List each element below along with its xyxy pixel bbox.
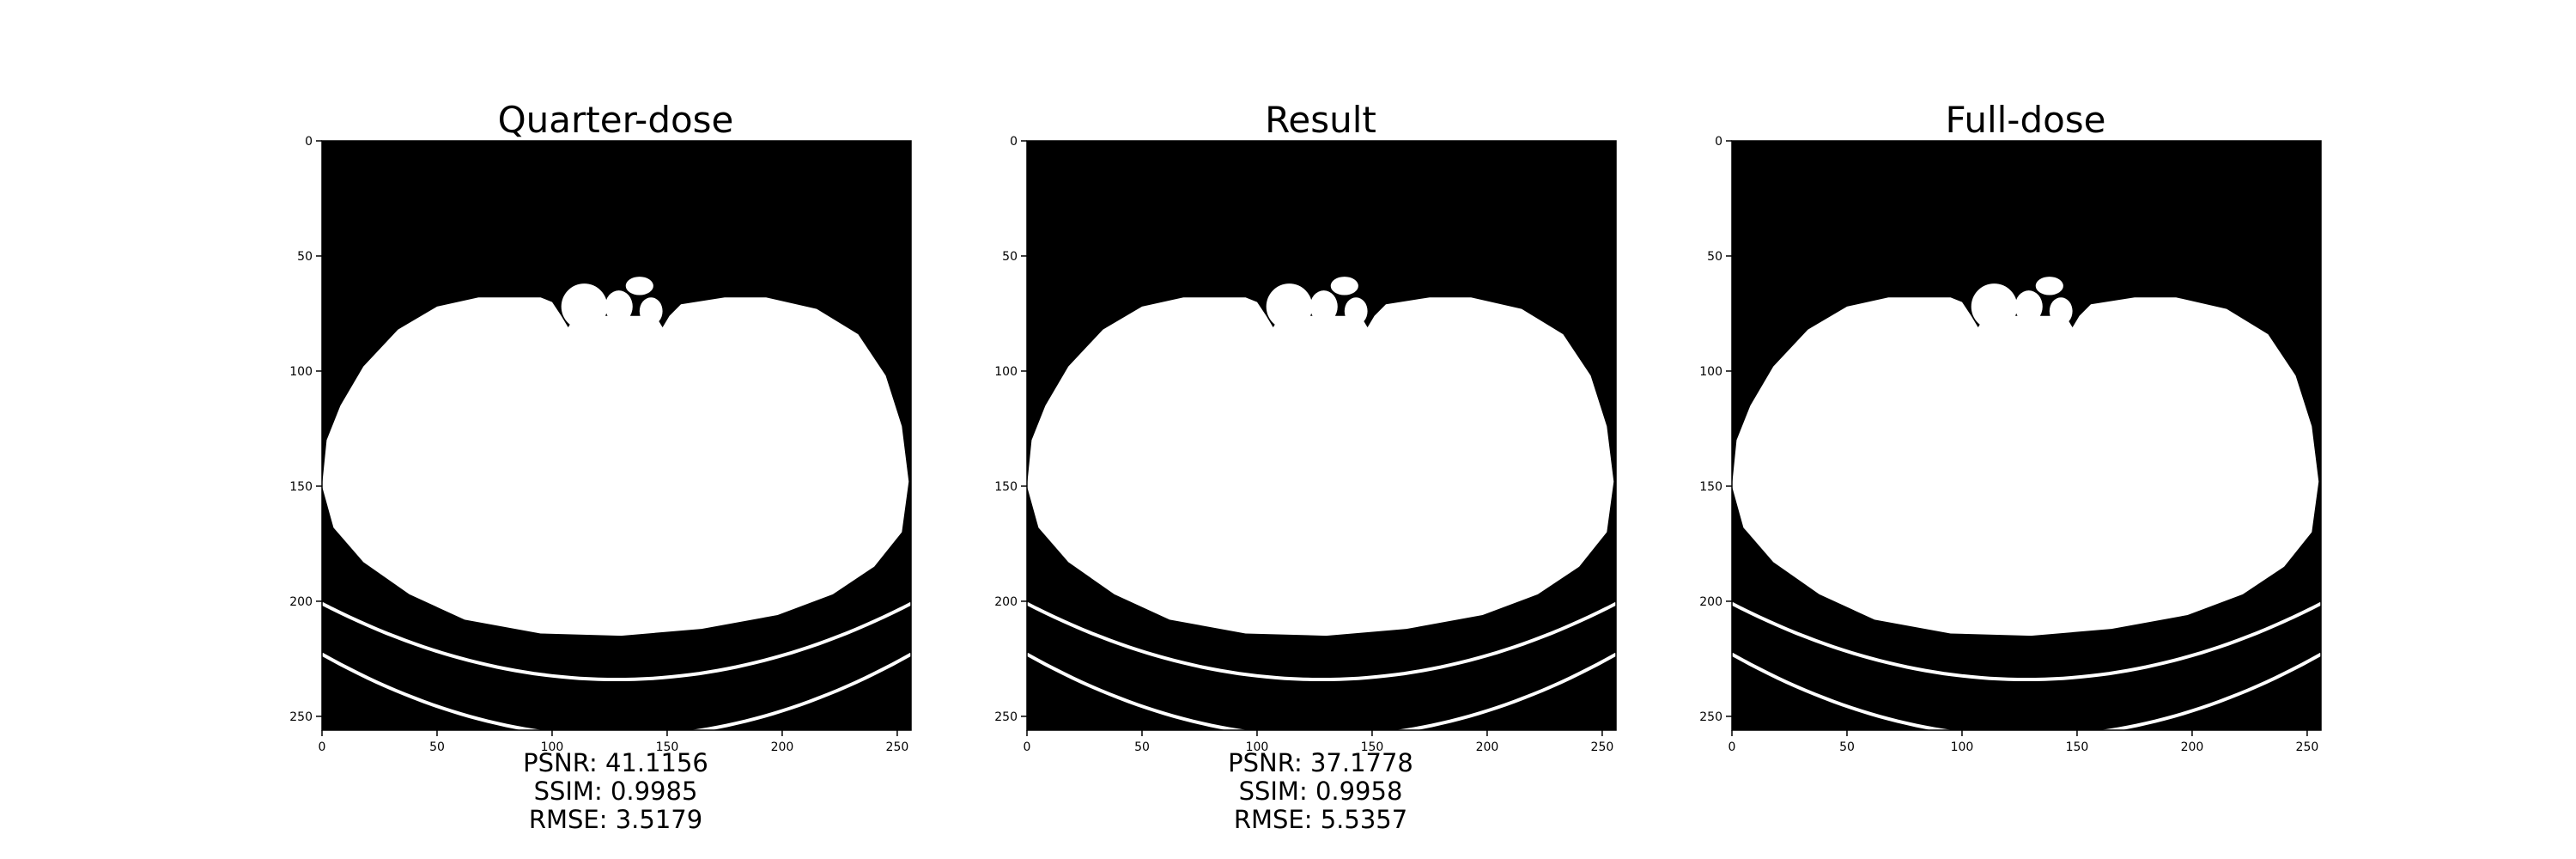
y-tick-label: 100 (1699, 365, 1722, 379)
x-tick-label: 50 (1134, 740, 1150, 754)
panel-title-full-dose: Full-dose (1945, 99, 2106, 141)
x-tick-label: 150 (2066, 740, 2089, 754)
y-tick-label: 150 (1699, 480, 1722, 494)
x-tick-label: 150 (1361, 740, 1384, 754)
y-tick-label: 100 (289, 365, 313, 379)
y-tick-label: 50 (1002, 250, 1018, 264)
spine-center (1309, 290, 1338, 323)
table-curve-upper (1026, 601, 1617, 681)
y-tick-label: 100 (994, 365, 1018, 379)
ssim-value: SSIM: 0.9985 (533, 777, 698, 806)
y-tick-label: 150 (289, 480, 313, 494)
panel-title-result: Result (1265, 99, 1376, 141)
x-tick-label: 200 (1476, 740, 1499, 754)
x-tick-label: 0 (1024, 740, 1031, 754)
x-tick-label: 0 (1728, 740, 1736, 754)
spine-right (2049, 297, 2073, 326)
y-tick-label: 50 (297, 250, 313, 264)
spine-region (561, 283, 608, 330)
vertebra-top (2035, 277, 2063, 295)
y-tick-label: 0 (1715, 135, 1722, 149)
spine-right (1344, 297, 1368, 326)
metrics-quarter-dose: PSNR: 41.1156 SSIM: 0.9985 RMSE: 3.5179 (321, 749, 910, 834)
table-curve-upper (321, 601, 912, 681)
x-tick-label: 100 (1246, 740, 1269, 754)
psnr-value: PSNR: 37.1778 (1228, 748, 1413, 777)
x-tick-label: 50 (1839, 740, 1855, 754)
y-tick-label: 50 (1707, 250, 1722, 264)
image-panel-result: 0 50 100 150 200 250 0 50 100 150 200 250 (994, 135, 1617, 754)
table-curve-lower (1026, 652, 1617, 740)
x-tick-label: 100 (1951, 740, 1974, 754)
y-tick-label: 0 (1010, 135, 1018, 149)
ssim-value: SSIM: 0.9958 (1238, 777, 1403, 806)
x-tick-label: 150 (656, 740, 679, 754)
spine-center (2014, 290, 2043, 323)
y-tick-label: 150 (994, 480, 1018, 494)
axes-frame (1026, 140, 1617, 731)
y-tick-label: 200 (289, 595, 313, 609)
psnr-value: PSNR: 41.1156 (523, 748, 708, 777)
x-tick-label: 250 (886, 740, 909, 754)
y-tick-label: 250 (994, 710, 1018, 724)
table-curve-upper (1731, 601, 2322, 681)
spine-center (605, 290, 633, 323)
metrics-result: PSNR: 37.1778 SSIM: 0.9958 RMSE: 5.5357 (1026, 749, 1615, 834)
rmse-value: RMSE: 5.5357 (1233, 805, 1408, 834)
y-tick-label: 200 (1699, 595, 1722, 609)
x-tick-label: 250 (1591, 740, 1614, 754)
x-tick-label: 200 (2181, 740, 2204, 754)
spine-region (1971, 283, 2018, 330)
x-tick-label: 100 (541, 740, 564, 754)
x-tick-label: 50 (429, 740, 445, 754)
x-tick-label: 200 (771, 740, 794, 754)
axes-frame (1731, 140, 2322, 731)
vertebra-top (1330, 277, 1358, 295)
table-curve-lower (1731, 652, 2322, 740)
y-tick-label: 0 (305, 135, 313, 149)
image-panel-full-dose: 0 50 100 150 200 250 0 50 100 150 200 250 (1699, 135, 2322, 754)
y-tick-label: 200 (994, 595, 1018, 609)
y-tick-label: 250 (1699, 710, 1722, 724)
x-tick-label: 0 (319, 740, 326, 754)
vertebra-top (625, 277, 653, 295)
y-tick-label: 250 (289, 710, 313, 724)
table-curve-lower (321, 652, 912, 740)
body-silhouette (1732, 297, 2319, 637)
panel-title-quarter-dose: Quarter-dose (497, 99, 734, 141)
spine-right (639, 297, 663, 326)
axes-frame (321, 140, 912, 731)
image-panel-quarter-dose: 0 50 100 150 200 250 0 50 100 150 200 250 (289, 135, 912, 754)
x-tick-label: 250 (2296, 740, 2319, 754)
body-silhouette (322, 297, 909, 637)
body-silhouette (1027, 297, 1614, 637)
spine-region (1266, 283, 1313, 330)
rmse-value: RMSE: 3.5179 (528, 805, 703, 834)
